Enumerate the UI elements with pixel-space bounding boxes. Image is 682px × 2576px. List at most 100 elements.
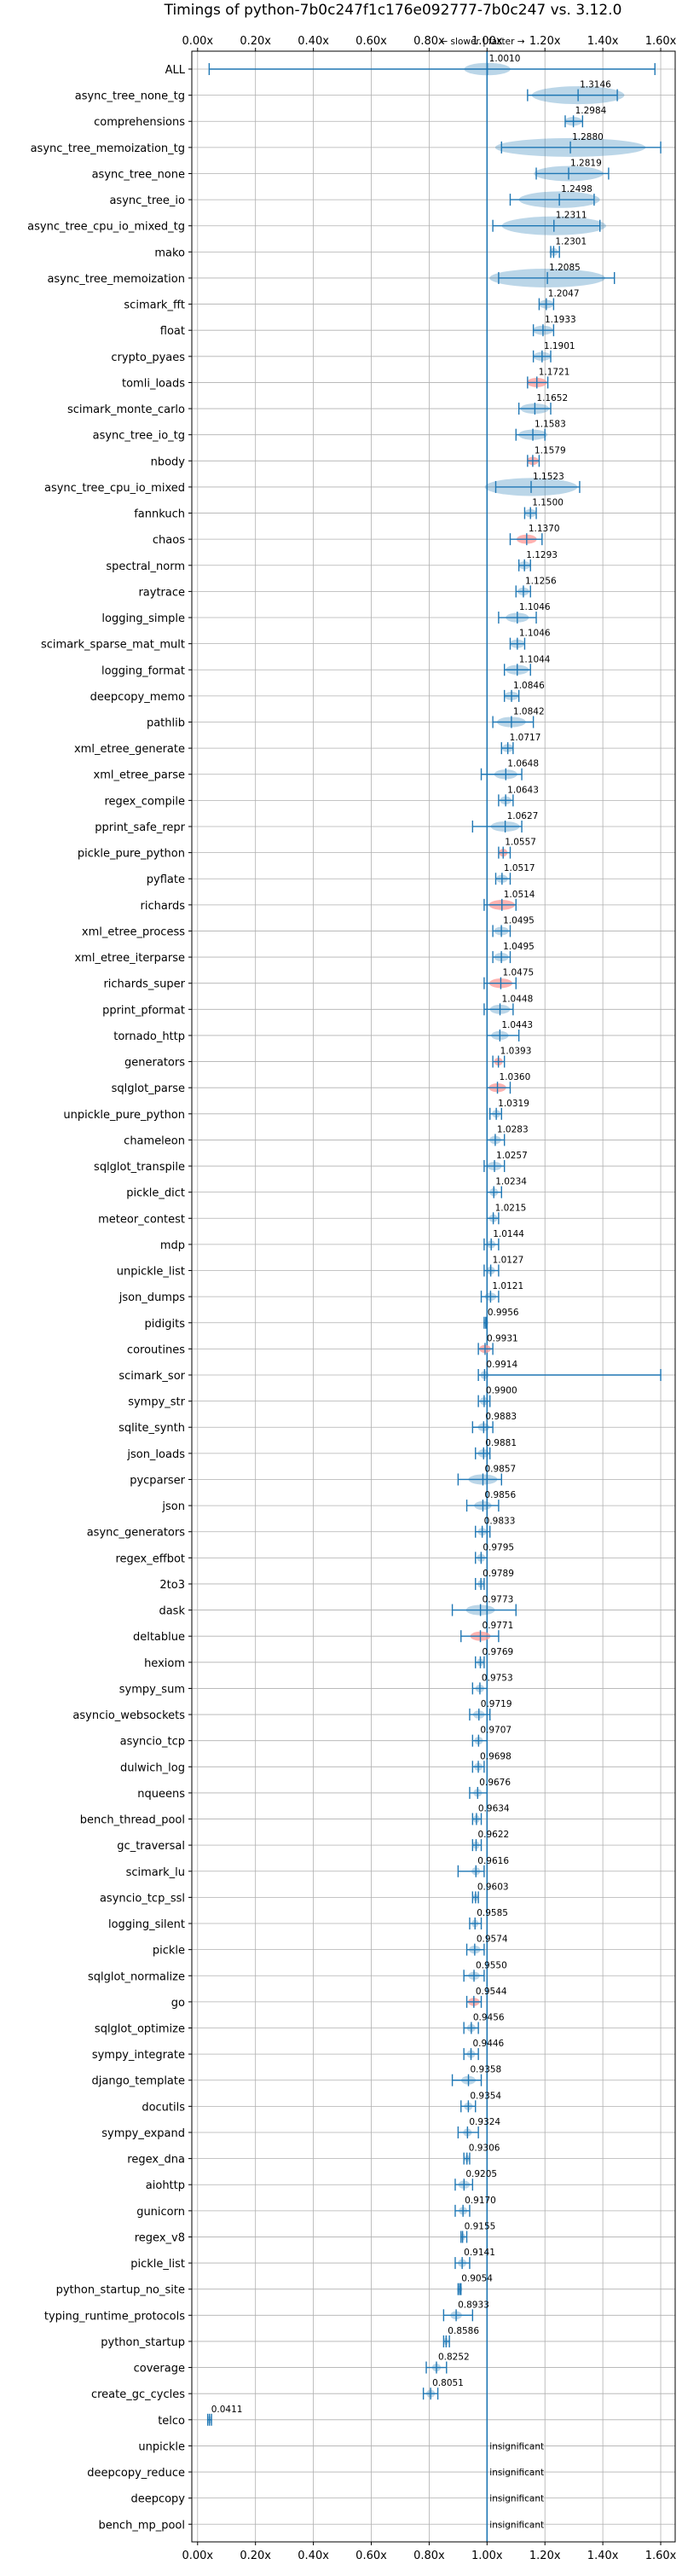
benchmark-label: richards_super (103, 978, 185, 991)
benchmark-label: scimark_sparse_mat_mult (41, 639, 185, 652)
data-label: 1.1370 (529, 524, 560, 534)
x-tick-label-bottom: 1.20x (529, 2550, 561, 2562)
data-label: 1.1901 (544, 341, 575, 351)
data-label: 1.1652 (536, 393, 568, 403)
data-label: 0.9856 (484, 1490, 516, 1500)
data-label: 1.2819 (570, 158, 602, 168)
benchmark-label: async_tree_io_tg (93, 430, 185, 443)
data-label: 1.0643 (507, 785, 539, 795)
benchmark-label: richards (141, 900, 186, 913)
data-label: 0.9574 (477, 1935, 508, 1945)
benchmark-label: xml_etree_process (82, 925, 185, 938)
benchmark-label: sqlglot_parse (112, 1082, 185, 1095)
data-label: 0.9550 (476, 1960, 507, 1970)
benchmark-label: meteor_contest (98, 1213, 185, 1226)
benchmark-label: go (171, 1997, 185, 2010)
benchmark-label: deepcopy_memo (90, 691, 185, 704)
benchmark-label: xml_etree_iterparse (74, 952, 185, 965)
data-label: 0.9857 (484, 1464, 516, 1474)
data-label: 1.2984 (575, 106, 607, 116)
benchmark-label: tornado_http (113, 1030, 185, 1043)
data-label: 0.9054 (461, 2274, 493, 2284)
data-label: 0.9789 (483, 1569, 514, 1579)
benchmark-label: raytrace (138, 586, 185, 599)
data-label: 0.9544 (476, 1987, 507, 1997)
data-label: 1.0648 (507, 759, 539, 769)
benchmark-label: async_tree_memoization (47, 273, 185, 286)
benchmark-label: fannkuch (134, 508, 185, 521)
benchmark-label: bench_thread_pool (80, 1814, 185, 1827)
data-label: 1.2880 (572, 132, 604, 142)
x-tick-label-top: 0.20x (240, 35, 271, 48)
benchmark-label: sqlite_synth (118, 1422, 185, 1435)
x-tick-label-top: 0.00x (182, 35, 213, 48)
data-label: 1.1046 (519, 602, 551, 612)
data-label: 0.9769 (482, 1647, 513, 1657)
data-label: 1.0557 (505, 838, 536, 848)
benchmark-label: nqueens (137, 1788, 185, 1801)
benchmark-label: float (160, 325, 185, 338)
data-label: 1.1721 (539, 367, 570, 377)
benchmark-label: mdp (160, 1239, 185, 1252)
x-tick-label-bottom: 0.00x (182, 2550, 213, 2562)
benchmark-label: pickle_dict (126, 1187, 185, 1200)
benchmark-label: crypto_pyaes (111, 351, 185, 364)
benchmark-label: coroutines (127, 1343, 185, 1356)
benchmark-label: coverage (134, 2363, 185, 2376)
benchmark-label: python_startup (101, 2336, 185, 2349)
data-label: 1.2085 (549, 263, 581, 273)
data-label: 1.2498 (561, 184, 592, 194)
data-label: 1.1933 (545, 315, 576, 325)
data-label: 0.9773 (483, 1595, 514, 1605)
data-label: 1.0842 (513, 707, 545, 717)
data-label: 0.9833 (484, 1517, 516, 1527)
benchmark-label: 2to3 (159, 1579, 185, 1592)
data-label: 1.1500 (532, 498, 564, 508)
benchmark-label: pprint_safe_repr (95, 821, 185, 834)
x-tick-label-bottom: 0.80x (413, 2550, 445, 2562)
benchmark-label: unpickle_list (117, 1266, 185, 1279)
benchmark-label: async_tree_none (92, 168, 185, 181)
x-tick-label-bottom: 0.20x (240, 2550, 271, 2562)
benchmark-label: xml_etree_generate (74, 743, 185, 756)
benchmark-label: async_tree_io (109, 194, 185, 207)
benchmark-label: nbody (151, 455, 186, 468)
benchmark-label: async_tree_cpu_io_mixed (44, 482, 185, 495)
data-label: 0.9141 (464, 2248, 495, 2258)
benchmark-label: scimark_sor (118, 1370, 185, 1383)
benchmark-label: pycparser (130, 1474, 185, 1487)
benchmark-label: asyncio_websockets (72, 1709, 185, 1722)
benchmark-label: sympy_integrate (92, 2049, 185, 2062)
data-label: 0.9634 (478, 1804, 510, 1814)
chart-subtitle: ← slower | faster → (440, 37, 524, 47)
x-tick-label-top: 1.20x (529, 35, 561, 48)
data-label: 0.9205 (465, 2169, 497, 2179)
benchmark-label: async_generators (87, 1527, 186, 1540)
benchmark-label: pickle (153, 1945, 185, 1958)
benchmark-label: sympy_str (128, 1396, 185, 1409)
benchmark-label: deltablue (133, 1631, 185, 1644)
data-label: 0.9900 (486, 1386, 517, 1396)
benchmark-label: tomli_loads (122, 377, 185, 390)
benchmark-label: typing_runtime_protocols (44, 2310, 185, 2323)
data-label: 1.0495 (503, 915, 535, 925)
benchmark-label: deepcopy_reduce (87, 2467, 185, 2480)
x-tick-label-top: 1.40x (587, 35, 619, 48)
benchmark-label: django_template (92, 2075, 185, 2088)
benchmark-label: comprehensions (94, 116, 185, 129)
data-label: 1.2311 (556, 211, 587, 221)
x-tick-label-bottom: 1.40x (587, 2550, 619, 2562)
data-label: 1.0717 (510, 733, 541, 743)
data-label: 1.0121 (492, 1281, 523, 1291)
data-label: 0.9707 (480, 1726, 512, 1736)
data-label: 0.8051 (432, 2378, 464, 2388)
data-label: 1.0495 (503, 942, 535, 952)
data-label: 1.0319 (498, 1099, 529, 1109)
data-label: 0.8586 (448, 2326, 479, 2336)
data-label: 1.0475 (502, 968, 534, 978)
data-label: 0.9883 (485, 1412, 517, 1422)
grid-layer (192, 51, 675, 2542)
benchmark-label: gunicorn (136, 2206, 185, 2219)
benchmark-label: mako (154, 247, 185, 259)
